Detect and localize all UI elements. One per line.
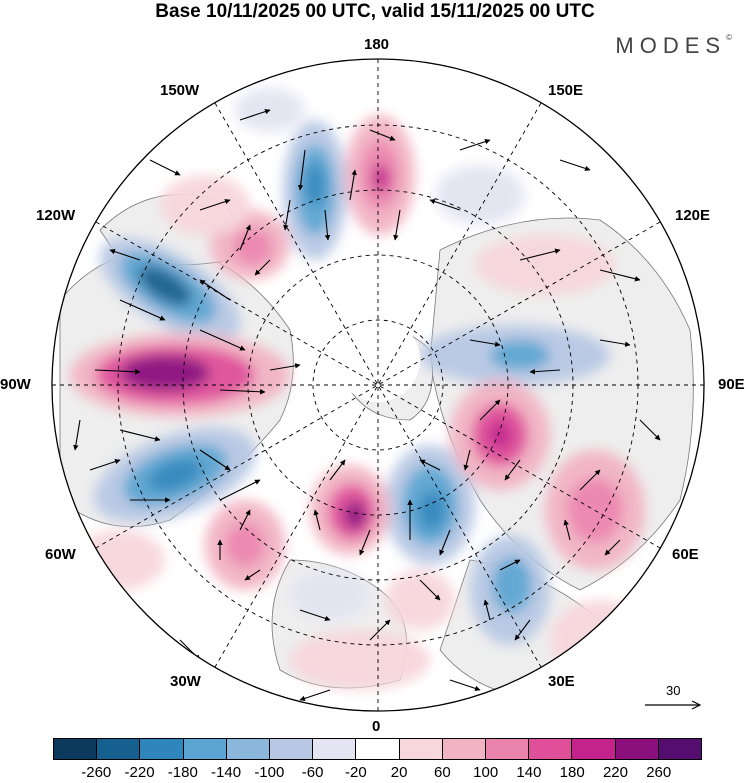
colorbar-swatch: [356, 739, 400, 759]
colorbar-swatch: [658, 739, 702, 759]
colorbar-swatch: [572, 739, 616, 759]
lon-label-120w: 120W: [36, 207, 76, 224]
colorbar-swatch: [270, 739, 314, 759]
colorbar-tick-label: 20: [390, 764, 408, 781]
lon-label-90w: 90W: [0, 376, 31, 393]
colorbar-tick-label: -180: [167, 764, 198, 781]
brand-mark: ©: [726, 33, 732, 42]
anomaly-pos-4: [160, 175, 250, 235]
colorbar-swatch: [486, 739, 530, 759]
reference-vector: 30: [643, 683, 703, 713]
colorbar-swatch: [97, 739, 141, 759]
arrow-right-icon: [645, 700, 702, 710]
graticule: [52, 59, 704, 711]
colorbar-tick-label: 100: [473, 764, 499, 781]
colorbar-tick-label: -140: [211, 764, 242, 781]
lon-label-150e: 150E: [548, 82, 584, 99]
colorbar-tick-label: 180: [559, 764, 585, 781]
colorbar: [53, 738, 702, 760]
colorbar-swatch: [529, 739, 573, 759]
lon-label-30e: 30E: [548, 673, 575, 690]
colorbar-tick-label: -60: [301, 764, 324, 781]
lon-label-60w: 60W: [45, 546, 76, 563]
colorbar-tick-label: -260: [81, 764, 112, 781]
lon-label-0: 0: [372, 718, 381, 735]
colorbar-tick-label: -220: [124, 764, 155, 781]
colorbar-swatch: [399, 739, 443, 759]
anomaly-field: [70, 88, 650, 690]
north-pole-cap: [336, 318, 420, 402]
wind-vectors: [73, 108, 661, 702]
colorbar-swatch: [54, 739, 98, 759]
colorbar-swatch: [140, 739, 184, 759]
colorbar-swatch: [226, 739, 271, 759]
colorbar-swatch: [313, 739, 357, 759]
colorbar-tick-label: -20: [345, 764, 367, 781]
modes-logo: MODES©: [615, 33, 732, 59]
colorbar-tick-label: 140: [516, 764, 542, 781]
colorbar-tick-label: -100: [254, 764, 285, 781]
colorbar-tick-label: 60: [434, 764, 451, 781]
map-title: Base 10/11/2025 00 UTC, valid 15/11/2025…: [155, 1, 595, 22]
lon-label-180: 180: [364, 36, 390, 53]
reference-vector-value: 30: [666, 683, 681, 698]
lon-label-30w: 30W: [170, 673, 201, 690]
lon-label-90e: 90E: [718, 376, 745, 393]
colorbar-tick-label: 220: [602, 764, 628, 781]
colorbar-swatch: [183, 739, 227, 759]
map-border: [51, 58, 705, 712]
lon-label-60e: 60E: [672, 546, 699, 563]
colorbar-swatch: [442, 739, 487, 759]
colorbar-swatch: [615, 739, 659, 759]
brand-text: MODES: [615, 33, 727, 58]
lon-label-120e: 120E: [675, 207, 711, 224]
colorbar-tick-label: 260: [646, 764, 672, 781]
anomaly-neg-7: [290, 570, 370, 620]
anomaly-pos-9: [475, 235, 615, 295]
lon-label-150w: 150W: [160, 82, 200, 99]
